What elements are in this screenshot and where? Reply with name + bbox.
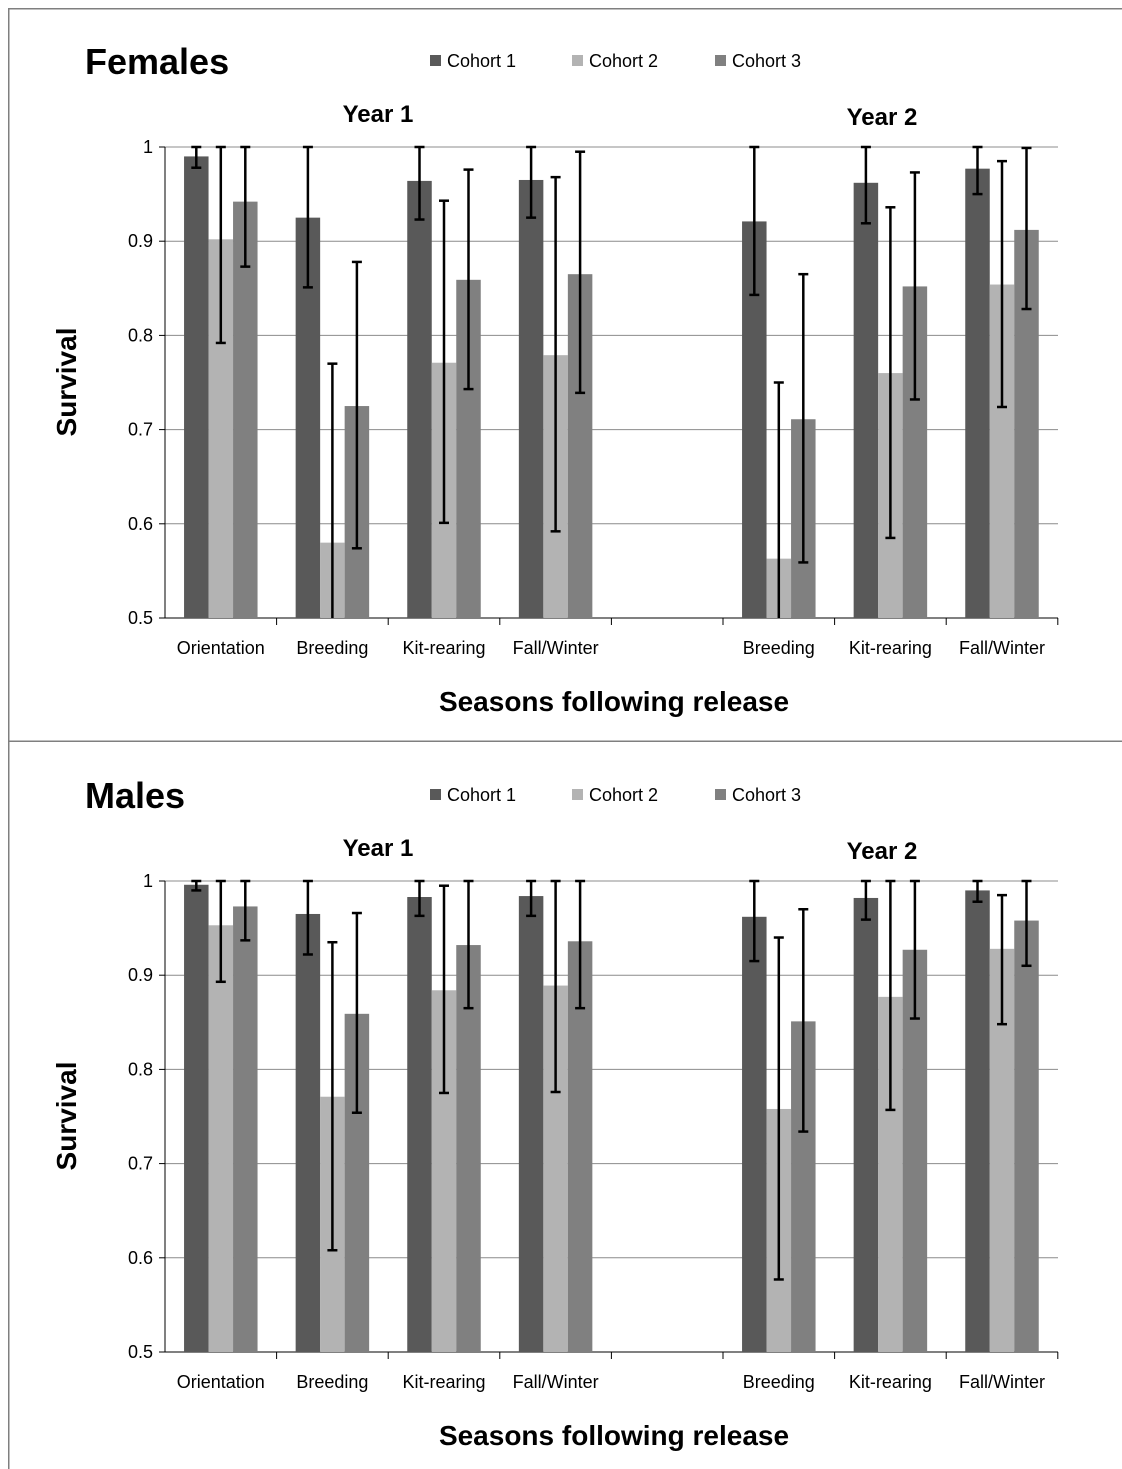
legend-swatch-cohort-2 [572, 55, 583, 66]
y-tick-label: 0.6 [128, 1248, 153, 1268]
y-tick-label: 0.7 [128, 420, 153, 440]
legend-swatch-cohort-3 [715, 789, 726, 800]
bar-cohort-3 [1014, 920, 1039, 1352]
panel-title: Females [85, 41, 229, 82]
y-tick-label: 1 [143, 137, 153, 157]
bar-cohort-1 [518, 179, 544, 618]
legend-swatch-cohort-1 [430, 789, 441, 800]
legend-label-cohort-3: Cohort 3 [732, 785, 801, 805]
bar-cohort-1 [184, 156, 209, 619]
bar-cohort-1 [295, 913, 321, 1352]
y-axis-title: Survival [51, 1062, 82, 1171]
bar-cohort-1 [407, 897, 432, 1352]
x-axis-title: Seasons following release [439, 686, 789, 717]
males-panel: Males Cohort 1 Cohort 2 Cohort 3 Year 1 Year … [8, 742, 1122, 1469]
x-category-label: Fall/Winter [959, 1372, 1045, 1392]
x-category-label: Breeding [743, 638, 815, 658]
y-axis-title: Survival [51, 328, 82, 437]
x-category-label: Kit-rearing [402, 1372, 485, 1392]
legend-swatch-cohort-3 [715, 55, 726, 66]
x-axis-title: Seasons following release [439, 1420, 789, 1451]
legend-label-cohort-1: Cohort 1 [447, 51, 516, 71]
panel-title: Males [85, 775, 185, 816]
bar-cohort-1 [853, 182, 879, 618]
x-category-label: Breeding [296, 638, 368, 658]
legend-swatch-cohort-2 [572, 789, 583, 800]
y-tick-label: 0.6 [128, 514, 153, 534]
bar-cohort-1 [184, 884, 209, 1352]
x-category-label: Fall/Winter [513, 1372, 599, 1392]
legend-label-cohort-2: Cohort 2 [589, 51, 658, 71]
y-tick-label: 0.9 [128, 231, 153, 251]
bar-cohort-1 [407, 180, 432, 619]
x-category-label: Kit-rearing [402, 638, 485, 658]
bar-cohort-1 [518, 896, 544, 1352]
females-chart: Females Cohort 1 Cohort 2 Cohort 3 Year 1 Yea… [8, 8, 1122, 742]
bar-cohort-3 [567, 941, 593, 1352]
females-panel: Females Cohort 1 Cohort 2 Cohort 3 Year 1 Yea… [8, 8, 1122, 742]
year-label-2: Year 2 [847, 104, 918, 131]
year-label-1: Year 1 [343, 835, 414, 862]
x-category-label: Breeding [296, 1372, 368, 1392]
bar-cohort-3 [233, 201, 258, 619]
males-chart: Males Cohort 1 Cohort 2 Cohort 3 Year 1 Year … [8, 742, 1059, 1469]
x-category-label: Kit-rearing [849, 638, 932, 658]
x-category-label: Breeding [743, 1372, 815, 1392]
y-tick-label: 0.7 [128, 1154, 153, 1174]
legend-label-cohort-1: Cohort 1 [447, 785, 516, 805]
bar-cohort-1 [742, 916, 767, 1352]
x-category-label: Fall/Winter [959, 638, 1045, 658]
x-category-label: Fall/Winter [513, 638, 599, 658]
bar-cohort-3 [233, 906, 258, 1352]
legend-label-cohort-3: Cohort 3 [732, 51, 801, 71]
y-tick-label: 0.9 [128, 965, 153, 985]
y-tick-label: 0.8 [128, 1059, 153, 1079]
bar-cohort-2 [208, 925, 234, 1352]
x-category-label: Kit-rearing [849, 1372, 932, 1392]
y-tick-label: 0.5 [128, 608, 153, 628]
legend-swatch-cohort-1 [430, 55, 441, 66]
year-label-1: Year 1 [343, 101, 414, 128]
y-tick-label: 1 [143, 871, 153, 891]
bar-cohort-1 [965, 168, 990, 618]
bar-cohort-1 [965, 890, 990, 1352]
x-category-label: Orientation [177, 1372, 265, 1392]
y-tick-label: 0.5 [128, 1342, 153, 1362]
year-label-2: Year 2 [847, 838, 918, 865]
y-tick-label: 0.8 [128, 325, 153, 345]
bar-cohort-3 [456, 945, 481, 1352]
bar-cohort-1 [853, 897, 879, 1352]
legend-label-cohort-2: Cohort 2 [589, 785, 658, 805]
panel-border [8, 8, 1122, 742]
x-category-label: Orientation [177, 638, 265, 658]
